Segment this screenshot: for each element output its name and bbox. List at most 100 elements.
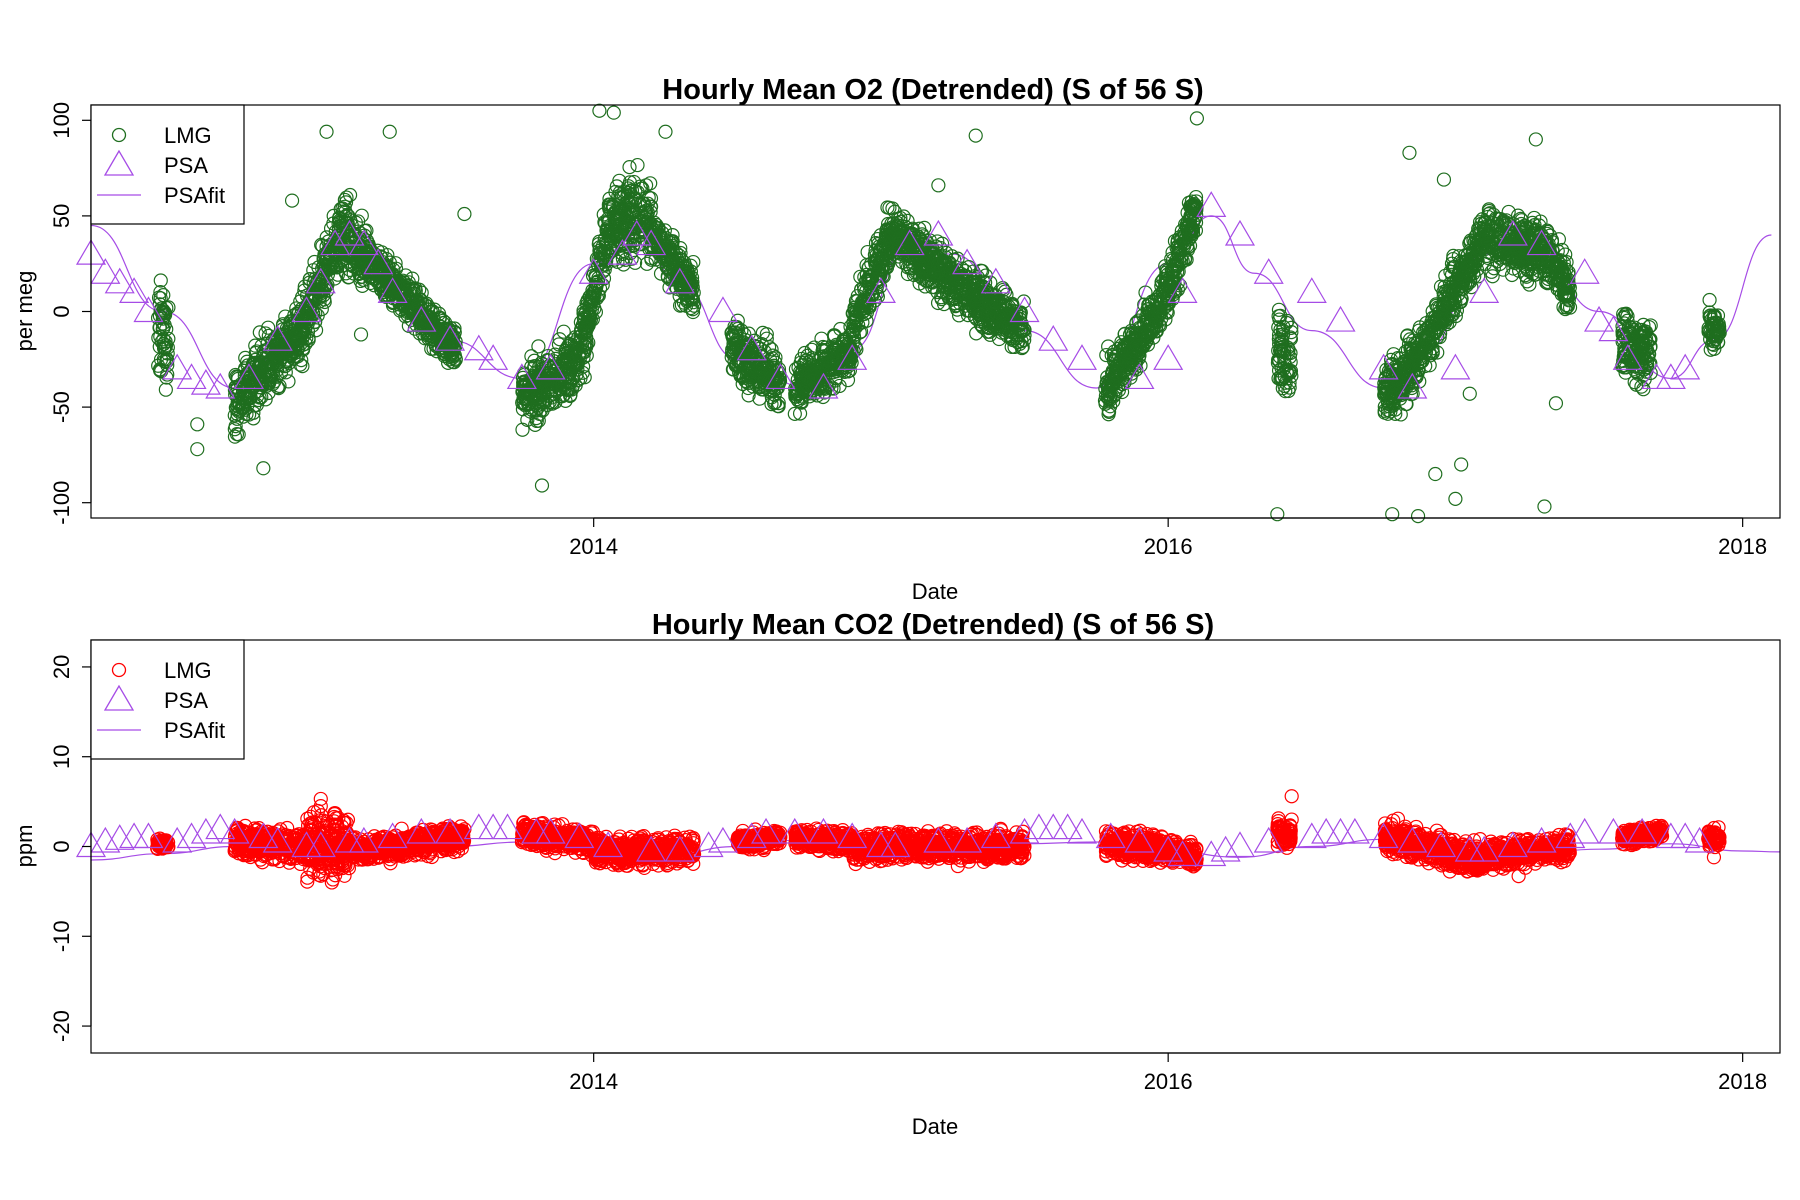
- o2-lmg-point: [228, 400, 243, 415]
- o2-lmg-point: [432, 310, 447, 325]
- o2-lmg-point: [1402, 145, 1417, 160]
- o2-lmg-point: [447, 341, 462, 356]
- o2-lmg-point: [319, 252, 334, 268]
- o2-lmg-point: [269, 334, 284, 349]
- o2-lmg-point: [518, 398, 533, 413]
- o2-lmg-point: [271, 345, 287, 360]
- o2-lmg-point: [1528, 132, 1543, 147]
- o2-lmg-point: [313, 288, 328, 303]
- o2-lmg-point: [231, 404, 246, 419]
- o2-lmg-point: [158, 382, 173, 397]
- o2-lmg-point: [640, 205, 655, 220]
- o2-lmg-point: [622, 175, 638, 190]
- o2-lmg-point: [613, 190, 628, 205]
- o2-lmg-point: [621, 227, 636, 242]
- o2-lmg-point: [1462, 386, 1477, 401]
- o2-lmg-point: [269, 369, 284, 384]
- o2-lmg-point: [601, 247, 616, 262]
- o2-lmg-point: [516, 391, 531, 406]
- o2-lmg-point: [545, 396, 560, 411]
- o2-lmg-point: [520, 412, 535, 427]
- o2-lmg-point: [153, 273, 168, 288]
- o2-lmg-point: [640, 196, 655, 211]
- o2-lmg-point: [362, 269, 377, 284]
- o2-psa-point: [104, 267, 135, 294]
- o2-chart-title: Hourly Mean O2 (Detrended) (S of 56 S): [662, 74, 1203, 106]
- o2-lmg-point: [448, 338, 463, 353]
- o2-lmg-point: [591, 237, 606, 252]
- o2-lmg-point: [1537, 499, 1552, 514]
- o2-lmg-point: [404, 312, 419, 328]
- o2-psa-point: [90, 258, 121, 284]
- o2-lmg-point: [245, 356, 261, 371]
- o2-lmg-point: [578, 325, 593, 340]
- o2-lmg-point: [153, 363, 168, 378]
- o2-lmg-point: [1702, 292, 1717, 308]
- o2-lmg-point: [442, 322, 457, 337]
- o2-lmg-point: [968, 128, 983, 143]
- o2-lmg-point: [284, 193, 300, 208]
- o2-lmg-point: [575, 359, 591, 374]
- o2-lmg-point: [581, 309, 596, 325]
- o2-lmg-point: [338, 204, 353, 219]
- o2-lmg-point: [319, 124, 334, 139]
- o2-lmg-point: [152, 320, 168, 335]
- o2-lmg-point: [1448, 491, 1463, 506]
- o2-lmg-point: [611, 227, 626, 242]
- o2-lmg-point: [575, 335, 590, 350]
- o2-lmg-point: [576, 350, 591, 365]
- o2-lmg-point: [443, 348, 459, 363]
- o2-lmg-point: [377, 265, 392, 280]
- o2-lmg-point: [304, 289, 319, 305]
- o2-lmg-point: [287, 341, 302, 356]
- o2-lmg-point: [1385, 507, 1400, 522]
- o2-lmg-point: [393, 303, 408, 318]
- o2-lmg-point: [302, 311, 317, 326]
- o2-lmg-point: [573, 325, 589, 340]
- o2-lmg-point: [311, 280, 326, 295]
- o2-lmg-point: [543, 376, 558, 391]
- o2-lmg-point: [528, 375, 543, 391]
- o2-lmg-point: [559, 355, 575, 370]
- o2-lmg-point: [227, 429, 243, 444]
- o2-lmg-point: [236, 400, 251, 416]
- o2-lmg-point: [1189, 111, 1204, 126]
- o2-lmg-point: [348, 215, 363, 230]
- o2-lmg-point: [581, 317, 596, 333]
- o2-lmg-point: [577, 370, 592, 385]
- o2-lmg-point: [153, 285, 168, 300]
- o2-lmg-point: [301, 330, 316, 346]
- o2-lmg-point: [273, 351, 288, 366]
- o2-lmg-point: [1138, 285, 1153, 300]
- o2-psa-point: [119, 277, 150, 303]
- o2-lmg-point: [658, 124, 673, 139]
- o2-lmg-point: [457, 206, 472, 222]
- o2-lmg-point: [1436, 172, 1452, 187]
- o2-lmg-point: [337, 192, 352, 208]
- o2-lmg-point: [400, 278, 416, 293]
- o2-lmg-point: [150, 310, 166, 326]
- o2-lmg-point: [314, 237, 329, 252]
- o2-lmg-point: [312, 282, 327, 297]
- o2-lmg-point: [592, 281, 608, 296]
- o2-lmg-point: [630, 157, 645, 173]
- o2-lmg-point: [528, 389, 543, 405]
- o2-lmg-point: [357, 249, 372, 264]
- o2-lmg-point: [620, 194, 636, 209]
- o2-lmg-point: [382, 124, 397, 139]
- o2-lmg-point: [337, 214, 352, 229]
- o2-lmg-point: [246, 380, 261, 395]
- o2-lmg-point: [601, 197, 616, 212]
- o2-lmg-point: [253, 360, 268, 375]
- o2-lmg-point: [595, 277, 610, 293]
- o2-lmg-point: [563, 374, 578, 390]
- o2-lmg-point: [353, 327, 369, 342]
- o2-lmg-point: [1428, 466, 1443, 482]
- o2-lmg-point: [251, 371, 266, 386]
- o2-lmg-point: [628, 255, 643, 270]
- o2-lmg-point: [355, 278, 370, 293]
- o2-lmg-point: [586, 291, 601, 306]
- o2-lmg-point: [278, 309, 293, 324]
- o2-lmg-point: [550, 362, 565, 377]
- o2-lmg-point: [160, 367, 175, 382]
